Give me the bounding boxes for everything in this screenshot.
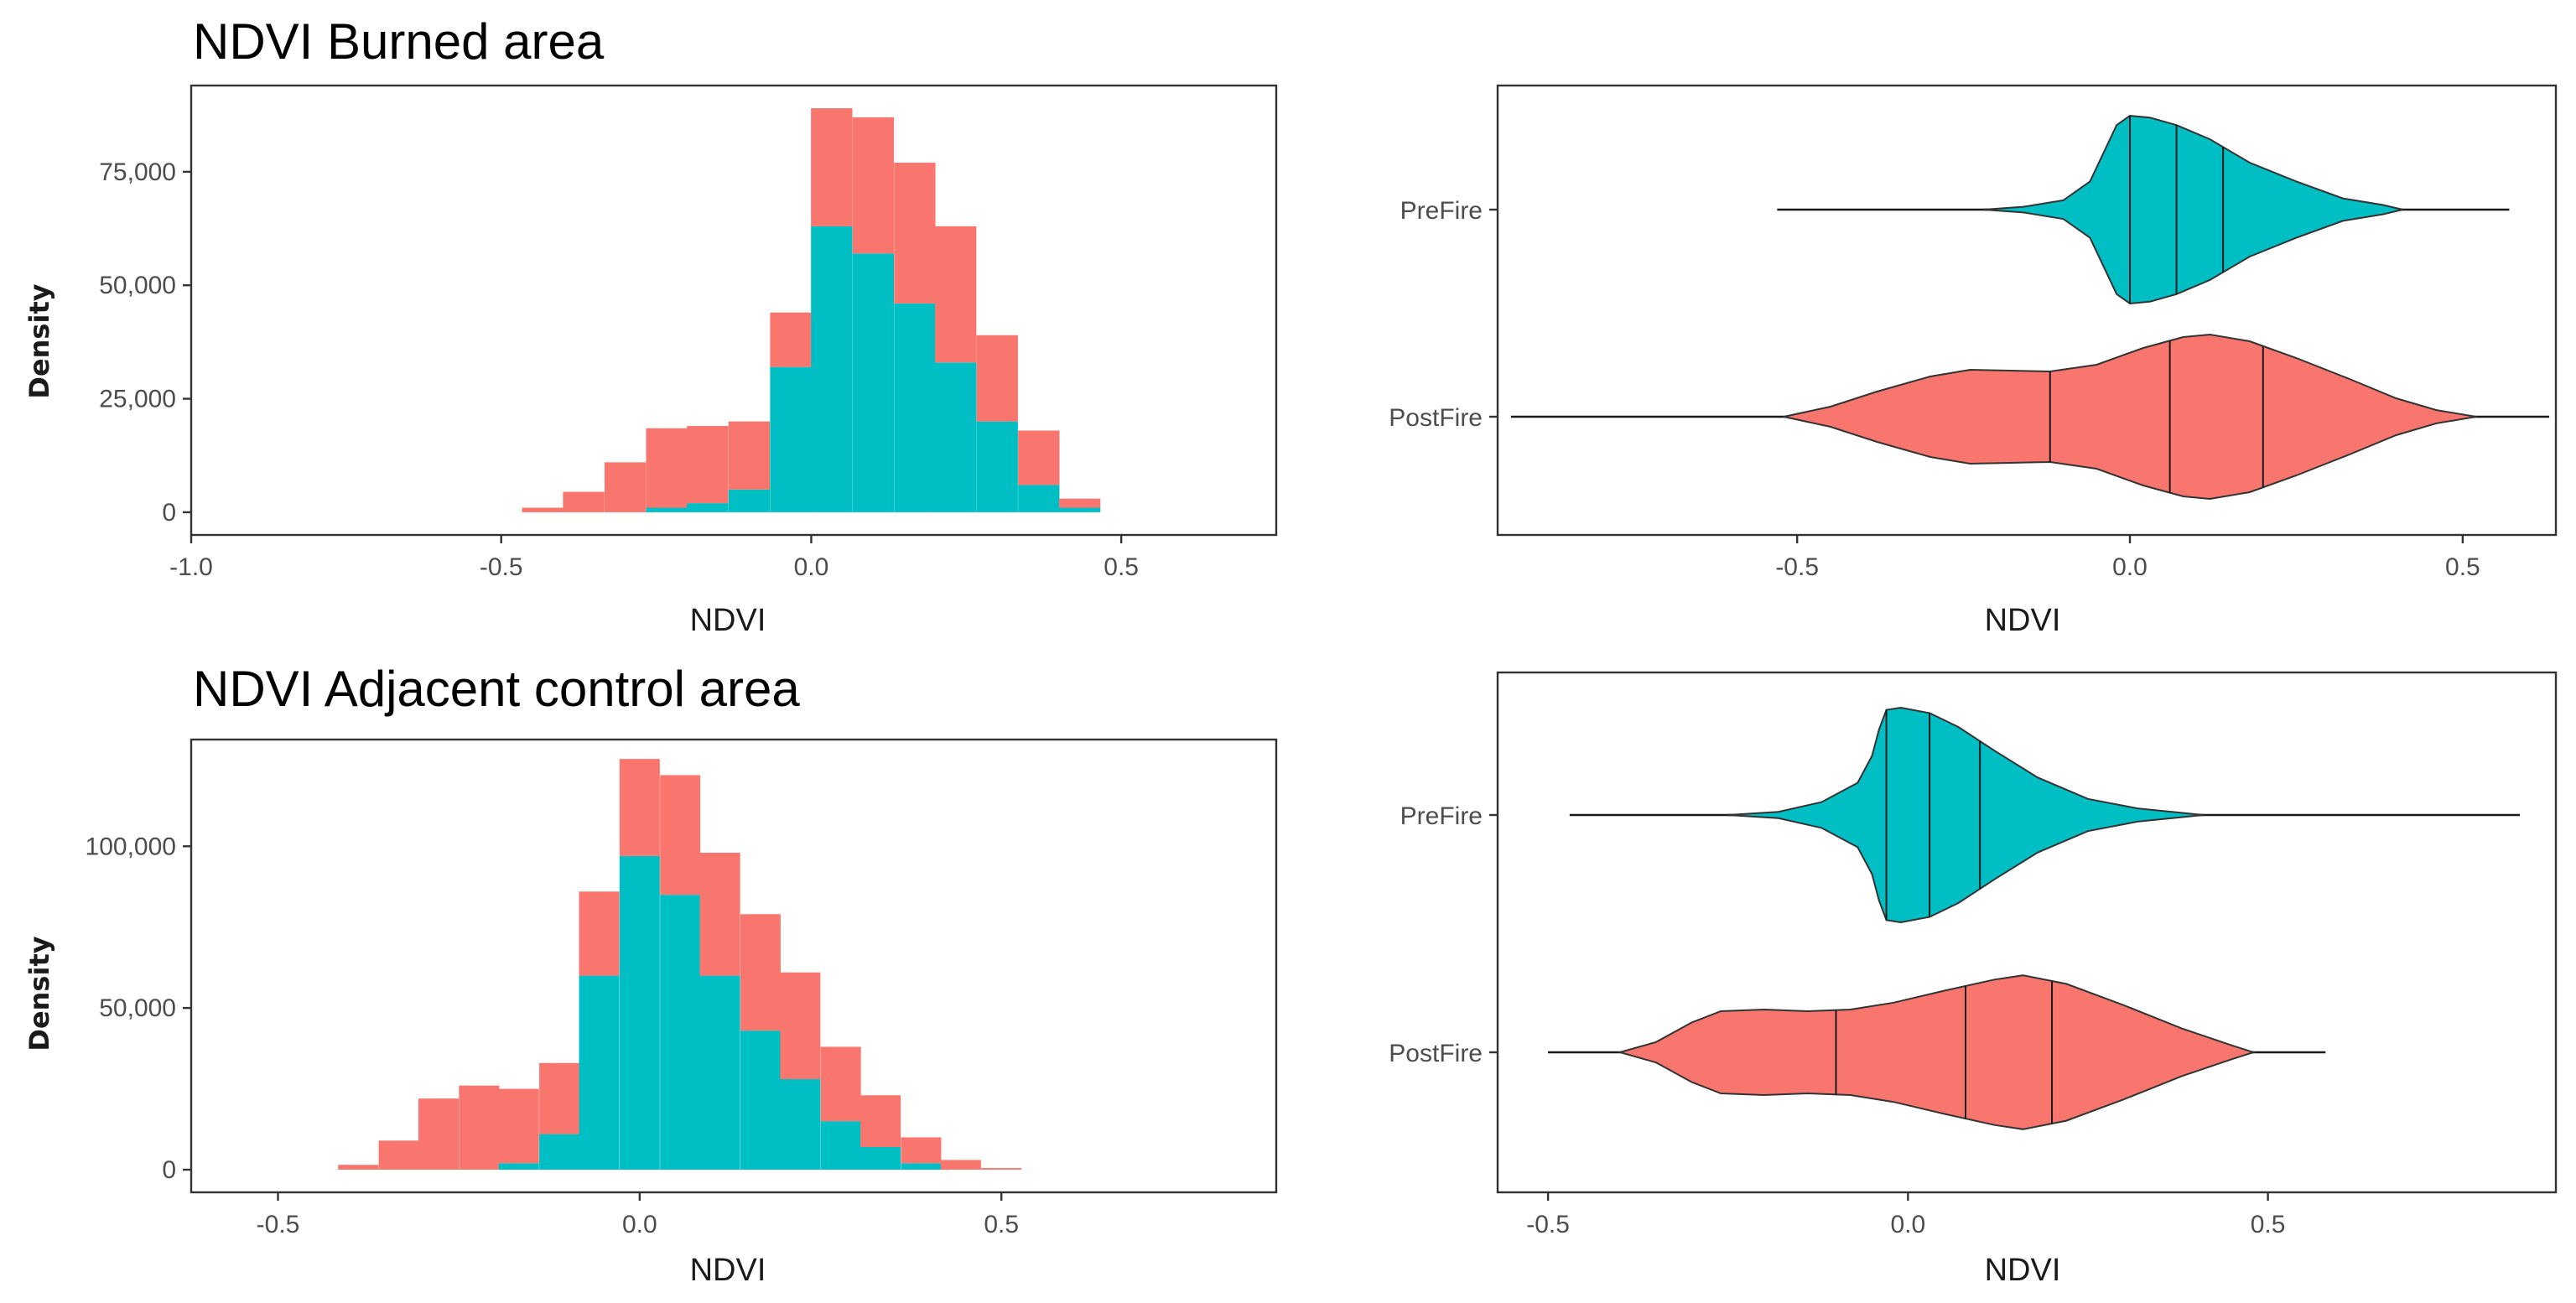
control-hist-title: NDVI Adjacent control area [193,661,800,717]
histogram-bar-prefire [646,507,688,512]
histogram-bar-prefire [687,503,729,512]
control-hist-xlabel: NDVI [690,1253,766,1288]
prefire-violin [1727,706,2204,924]
histogram-bar-prefire [660,895,701,1170]
histogram-bar-prefire [539,1134,580,1170]
histogram-bar-prefire [901,1163,942,1170]
x-tick-label: 0.5 [984,1211,1019,1238]
x-tick-label: 0.5 [1104,553,1139,581]
histogram-bar-prefire [935,362,977,512]
x-tick-label: 0.0 [1890,1211,1925,1238]
histogram-bar-postfire [780,972,821,1079]
histogram-bar-prefire [770,366,812,512]
histogram-bar-postfire [770,312,812,367]
x-tick-label: -1.0 [169,553,213,581]
histogram-bar-prefire [780,1079,821,1170]
histogram-bar-postfire [539,1062,580,1134]
histogram-bar-postfire [646,428,688,508]
histogram-bar-prefire [852,253,895,512]
x-tick-label: 0.0 [794,553,829,581]
histogram-bar-postfire [338,1165,379,1170]
histogram-bar-prefire [619,855,660,1170]
histogram-bar-postfire [498,1088,539,1164]
y-tick-label: 100,000 [86,833,176,860]
burned-histogram-panel: -1.0 -0.5 0.0 0.5 0 25,000 50,000 75,000 [99,84,1278,581]
prefire-category-label: PreFire [1400,802,1483,830]
histogram-bar-postfire [935,226,977,363]
panel-border [190,738,1278,1194]
burned-hist-title: NDVI Burned area [193,13,605,70]
histogram-bar-postfire [981,1168,1022,1170]
y-tick-label: 0 [162,1156,176,1184]
x-tick-label: 0.0 [2112,553,2148,581]
histogram-bar-prefire [1018,485,1060,512]
burned-violin-panel: PreFire PostFire -0.5 0.0 0.5 [1389,84,2558,581]
y-tick-label: 0 [162,499,176,527]
histogram-bar-postfire [378,1140,419,1170]
histogram-bar-postfire [901,1137,942,1164]
prefire-violin [1983,114,2403,305]
histogram-bar-postfire [811,108,853,226]
postfire-category-label: PostFire [1389,1040,1483,1067]
control-histogram-panel: -0.5 0.0 0.5 0 50,000 100,000 [86,738,1278,1238]
histogram-bar-prefire [811,226,853,512]
burned-violin-xlabel: NDVI [1985,603,2061,638]
histogram-bar-postfire [418,1098,460,1170]
y-tick-label: 50,000 [99,994,176,1022]
histogram-bar-prefire [740,1030,781,1170]
control-hist-ylabel: Density [23,936,55,1051]
histogram-bar-postfire [522,507,564,512]
histogram-bar-postfire [976,335,1018,422]
histogram-bar-prefire [579,975,620,1170]
y-tick-label: 50,000 [99,272,176,299]
prefire-category-label: PreFire [1400,197,1483,225]
panel-border [1496,84,2558,537]
histogram-bar-prefire [820,1121,861,1170]
histogram-bar-postfire [1058,498,1101,508]
x-tick-label: -0.5 [1526,1211,1570,1238]
histogram-bar-postfire [687,426,729,504]
histogram-bar-postfire [852,117,895,254]
histogram-bar-postfire [660,775,701,895]
y-tick-label: 25,000 [99,386,176,413]
histogram-bar-prefire [860,1147,901,1170]
control-violin-xlabel: NDVI [1985,1253,2061,1288]
x-tick-label: -0.5 [480,553,523,581]
control-violin-panel: PreFire PostFire -0.5 0.0 0.5 [1389,671,2558,1238]
histogram-bar-postfire [740,914,781,1031]
histogram-bar-postfire [459,1085,500,1170]
histogram-bar-prefire [894,303,936,512]
histogram-bar-postfire [1018,430,1060,485]
x-tick-label: -0.5 [257,1211,300,1238]
histogram-bar-postfire [940,1160,981,1170]
postfire-violin [1784,333,2476,501]
x-tick-label: 0.0 [622,1211,657,1238]
histogram-bar-postfire [619,759,660,856]
panel-border [1496,671,2558,1194]
histogram-bar-postfire [604,462,647,512]
panel-border [190,84,1278,537]
histogram-bar-postfire [728,421,771,490]
x-tick-label: -0.5 [1775,553,1819,581]
x-tick-label: 0.5 [2251,1211,2286,1238]
histogram-bar-postfire [894,163,936,304]
histogram-bar-prefire [728,489,771,512]
histogram-bar-postfire [579,891,620,976]
postfire-category-label: PostFire [1389,404,1483,432]
histogram-bar-prefire [498,1163,539,1170]
histogram-bar-prefire [976,421,1018,512]
histogram-bar-prefire [1058,507,1101,512]
histogram-bar-postfire [563,491,605,512]
postfire-violin [1617,974,2257,1130]
histogram-bar-prefire [699,975,740,1170]
burned-hist-xlabel: NDVI [690,603,766,638]
y-tick-label: 75,000 [99,158,176,186]
histogram-bar-postfire [820,1046,861,1122]
x-tick-label: 0.5 [2445,553,2480,581]
burned-hist-ylabel: Density [23,283,55,398]
histogram-bar-postfire [699,853,740,976]
histogram-bar-postfire [860,1095,901,1147]
